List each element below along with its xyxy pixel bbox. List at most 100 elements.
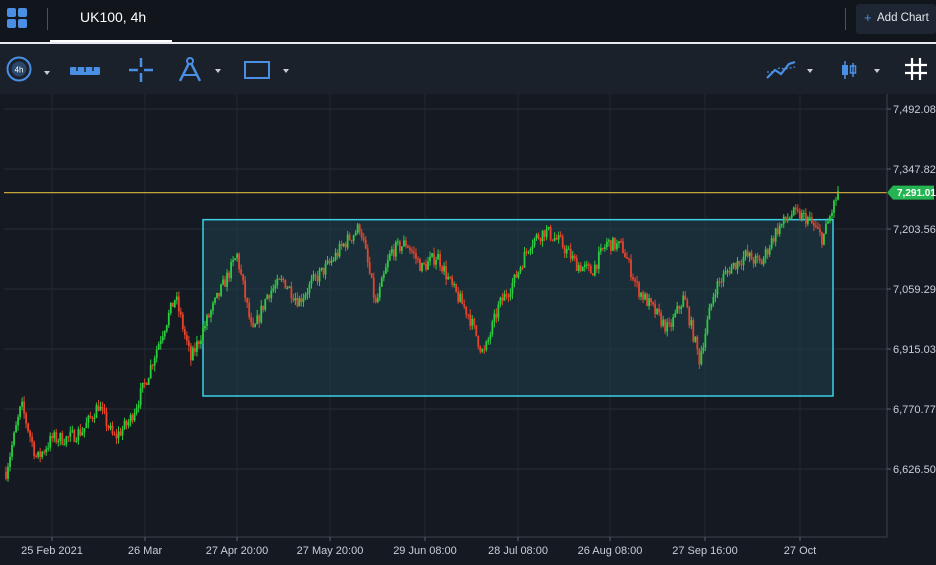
drawing-tools-caret-icon[interactable] <box>215 69 221 73</box>
candle-body <box>724 271 727 275</box>
candle-body <box>258 315 261 323</box>
rectangle-caret-icon[interactable] <box>283 69 289 73</box>
candle-body <box>642 292 644 300</box>
candle-body <box>750 252 753 260</box>
crosshair-icon[interactable] <box>128 57 154 83</box>
candle-body <box>13 432 15 446</box>
candle-body <box>686 300 689 308</box>
chart-area[interactable]: 7,291.01 7,492.08 7,347.82 7,203.56 7,059.2… <box>0 94 936 565</box>
candle-body <box>798 210 801 220</box>
candle-body <box>447 276 450 280</box>
candle-body <box>324 263 327 275</box>
chart-tab-title[interactable]: UK100, 4h <box>80 9 147 25</box>
current-price-tag <box>887 185 934 200</box>
candle-body <box>774 228 777 242</box>
candle-body <box>352 235 355 241</box>
candle-body <box>125 420 128 426</box>
rectangle-icon[interactable] <box>243 60 271 80</box>
ruler-icon[interactable] <box>69 64 101 76</box>
candle-body <box>521 267 524 269</box>
candle-body <box>614 237 616 250</box>
y-tick-label: 6,626.50 <box>893 464 936 476</box>
candle-body <box>45 448 48 453</box>
candle-body <box>541 230 544 242</box>
candle-body <box>210 310 212 318</box>
candlestick-icon[interactable] <box>839 58 859 82</box>
candle-body <box>704 333 707 348</box>
indicators-caret-icon[interactable] <box>807 69 813 73</box>
candle-body <box>732 262 735 267</box>
candle-body <box>358 224 361 233</box>
chart-tab[interactable] <box>50 0 172 42</box>
candle-body <box>282 278 285 280</box>
candle-body <box>83 428 86 433</box>
candle-body <box>597 251 600 269</box>
candle-body <box>782 216 785 224</box>
candle-body <box>571 255 574 259</box>
candle-body <box>678 306 681 309</box>
candle-body <box>306 292 309 295</box>
candle-body <box>837 191 839 200</box>
candle-body <box>318 270 321 282</box>
candle-body <box>7 467 9 479</box>
grid-toggle-icon[interactable] <box>903 56 929 82</box>
candle-body <box>288 286 291 288</box>
candle-body <box>57 440 60 442</box>
candle-body <box>810 217 813 224</box>
candle-body <box>93 417 96 419</box>
candle-body <box>350 240 353 242</box>
candle-body <box>47 447 50 449</box>
candle-body <box>270 290 273 299</box>
candle-body <box>525 251 528 253</box>
candle-body <box>567 248 570 250</box>
candle-body <box>31 436 34 442</box>
candle-body <box>829 216 831 222</box>
candle-body <box>159 340 162 345</box>
candle-body <box>640 292 642 297</box>
candle-body <box>348 234 351 241</box>
candle-body <box>475 325 478 336</box>
candle-body <box>145 382 148 385</box>
candle-body <box>501 297 504 301</box>
candle-body <box>97 405 100 411</box>
candle-body <box>788 217 791 219</box>
candle-body <box>33 441 36 457</box>
candle-body <box>342 243 345 247</box>
candle-body <box>451 277 454 285</box>
add-chart-label: Add Chart <box>877 12 929 24</box>
candle-body <box>507 296 510 298</box>
candle-body <box>129 414 132 423</box>
candle-body <box>388 253 391 261</box>
candle-body <box>196 341 198 352</box>
candle-body <box>555 237 558 240</box>
chart-type-caret-icon[interactable] <box>874 69 880 73</box>
candle-body <box>232 260 234 263</box>
candle-body <box>547 226 550 229</box>
indicators-icon[interactable] <box>765 58 797 82</box>
drawing-tools-icon[interactable] <box>176 56 204 84</box>
candle-body <box>137 405 140 408</box>
candle-body <box>222 279 224 285</box>
candle-body <box>103 408 106 412</box>
candle-body <box>760 260 763 265</box>
candle-body <box>716 281 719 295</box>
candle-body <box>616 243 618 250</box>
candle-body <box>59 433 62 441</box>
candle-body <box>770 238 773 249</box>
candle-body <box>141 382 144 389</box>
y-tick-label: 7,059.29 <box>893 284 936 296</box>
range-rectangle-annotation[interactable] <box>202 218 834 397</box>
candle-body <box>390 249 393 254</box>
add-chart-button[interactable]: + Add Chart <box>856 4 936 34</box>
candle-body <box>728 271 731 274</box>
candle-body <box>23 401 25 414</box>
candle-body <box>664 319 667 332</box>
timeframe-selector-icon[interactable]: 4h <box>6 56 32 82</box>
timeframe-caret-icon[interactable] <box>44 71 50 75</box>
candle-body <box>91 417 94 419</box>
layout-grid-icon[interactable] <box>7 8 29 30</box>
candle-body <box>181 314 184 330</box>
price-chart[interactable]: 7,291.01 7,492.08 7,347.82 7,203.56 7,059.2… <box>0 94 936 565</box>
candle-body <box>374 297 377 303</box>
candle-body <box>585 264 588 266</box>
